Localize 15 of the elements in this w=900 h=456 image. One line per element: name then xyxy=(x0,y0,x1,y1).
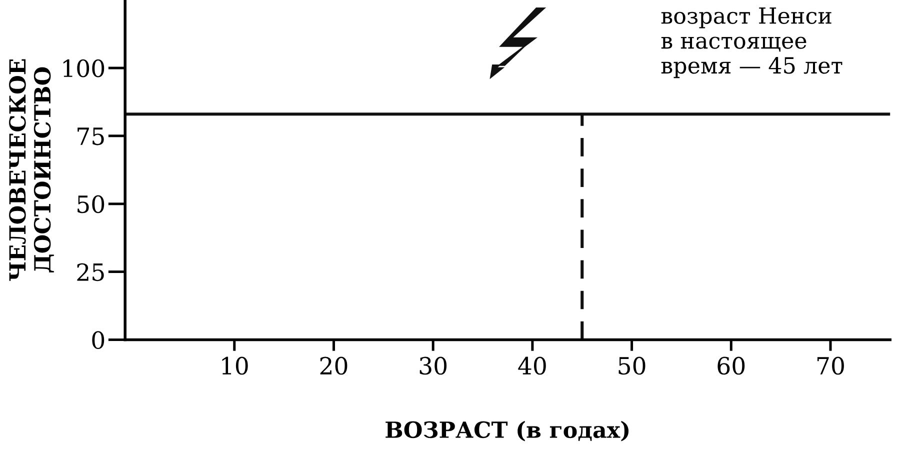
x-tick-label: 40 xyxy=(518,356,546,375)
x-tick-label: 60 xyxy=(718,356,745,375)
x-tick-label: 30 xyxy=(420,356,447,375)
x-axis-title: ВОЗРАСТ (в годах) xyxy=(386,420,628,442)
y-tick-label: 50 xyxy=(78,195,104,214)
y-axis-title: ЧЕЛОВЕЧЕСКОЕ ДОСТОИНСТВО xyxy=(9,59,54,281)
annotation: возраст Ненси в настоящее время — 45 лет xyxy=(661,7,842,78)
x-tick-label: 10 xyxy=(222,356,248,375)
y-tick-label: 100 xyxy=(63,59,104,78)
y-tick-label: 75 xyxy=(78,128,104,146)
x-tick-label: 70 xyxy=(817,356,844,375)
y-tick-label: 0 xyxy=(92,331,104,350)
y-tick-label: 25 xyxy=(77,263,104,282)
x-tick-label: 50 xyxy=(618,356,646,375)
x-tick-label: 20 xyxy=(320,356,348,375)
